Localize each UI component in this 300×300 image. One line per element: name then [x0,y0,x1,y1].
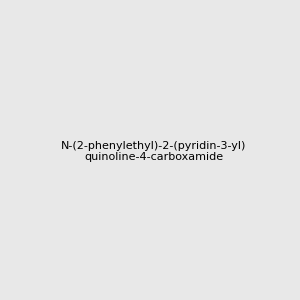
Text: N-(2-phenylethyl)-2-(pyridin-3-yl)
quinoline-4-carboxamide: N-(2-phenylethyl)-2-(pyridin-3-yl) quino… [61,141,246,162]
